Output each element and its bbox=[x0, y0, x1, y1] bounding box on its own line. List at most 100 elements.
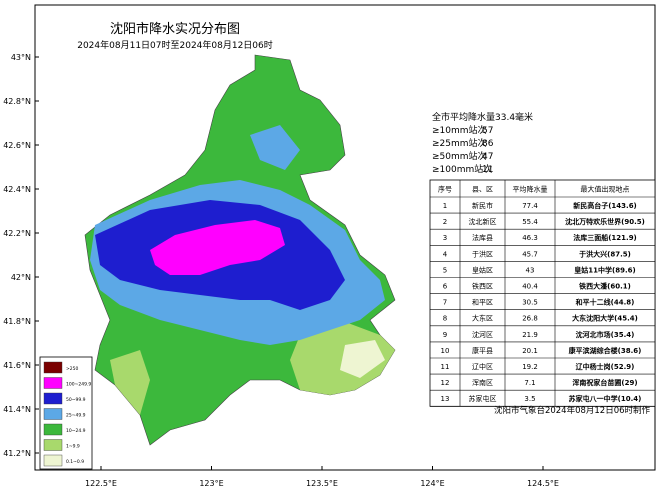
table-header: 序号 bbox=[438, 185, 452, 194]
table-cell: 30.5 bbox=[522, 299, 538, 307]
lat-label: 41.4°N bbox=[3, 405, 31, 414]
table-cell: 法库三面船(121.9) bbox=[573, 233, 637, 242]
title: 沈阳市降水实况分布图 bbox=[110, 21, 240, 37]
legend-swatch bbox=[43, 423, 63, 436]
table-cell: 3.5 bbox=[524, 395, 535, 403]
lat-label: 43°N bbox=[11, 53, 31, 62]
stats-value: 57 bbox=[482, 126, 493, 136]
table-cell: 皇姑11中学(89.6) bbox=[574, 265, 635, 274]
table-cell: 43 bbox=[526, 266, 535, 274]
table-cell: 40.4 bbox=[522, 283, 538, 291]
table-cell: 55.4 bbox=[522, 218, 538, 226]
lat-label: 42.8°N bbox=[3, 97, 31, 106]
legend-swatch bbox=[43, 454, 63, 467]
legend-label: 0.1~0.9 bbox=[66, 459, 84, 465]
table-cell: 19.2 bbox=[522, 363, 538, 371]
lat-label: 42.6°N bbox=[3, 141, 31, 150]
table-cell: 8 bbox=[443, 315, 447, 323]
stats-value: 47 bbox=[482, 152, 493, 162]
lat-label: 41.8°N bbox=[3, 317, 31, 326]
table-cell: 大东区 bbox=[472, 314, 493, 323]
table-cell: 4 bbox=[443, 250, 448, 258]
table-cell: 7 bbox=[443, 299, 447, 307]
table-cell: 45.7 bbox=[522, 250, 538, 258]
lon-label: 122.5°E bbox=[85, 479, 117, 488]
table-cell: 大东沈阳大学(45.4) bbox=[572, 314, 638, 323]
table-cell: 26.8 bbox=[522, 315, 538, 323]
stats-label: ≥100mm站次 bbox=[432, 163, 492, 175]
table-cell: 浑南祝家台苗圃(29) bbox=[572, 378, 637, 387]
table-cell: 5 bbox=[443, 266, 447, 274]
legend-label: 25~49.9 bbox=[66, 413, 86, 419]
legend-swatch bbox=[43, 361, 63, 374]
table-cell: 7.1 bbox=[524, 379, 535, 387]
legend-swatch bbox=[43, 439, 63, 451]
footer: 沈阳市气象台2024年08月12日06时制作 bbox=[494, 405, 651, 416]
table-cell: 11 bbox=[441, 363, 450, 371]
table-header: 平均降水量 bbox=[513, 185, 548, 194]
table-cell: 沈河北市场(35.4) bbox=[576, 330, 635, 339]
legend-swatch bbox=[43, 377, 63, 389]
table-cell: 13 bbox=[441, 395, 450, 403]
table-cell: 苏家屯八一中学(10.4) bbox=[569, 394, 642, 403]
table-cell: 皇姑区 bbox=[472, 265, 493, 274]
legend-swatch bbox=[43, 408, 63, 420]
table-cell: 21.9 bbox=[522, 331, 538, 339]
table-cell: 铁西区 bbox=[472, 282, 493, 291]
table-cell: 沈河区 bbox=[472, 330, 493, 339]
stats-label: ≥10mm站次 bbox=[432, 124, 487, 136]
table-cell: 新民市 bbox=[472, 201, 493, 210]
table-cell: 46.3 bbox=[522, 234, 538, 242]
table-header: 县、区 bbox=[472, 186, 493, 194]
lat-label: 42°N bbox=[11, 273, 31, 282]
rain-areas bbox=[84, 54, 396, 446]
stats-value: 11 bbox=[482, 165, 493, 175]
legend-swatch bbox=[43, 392, 63, 405]
table-cell: 2 bbox=[443, 218, 447, 226]
table-cell: 6 bbox=[443, 283, 448, 291]
table-cell: 9 bbox=[443, 331, 447, 339]
table-cell: 1 bbox=[443, 202, 447, 210]
table-cell: 和平区 bbox=[472, 298, 493, 307]
stats-value: 86 bbox=[482, 139, 494, 149]
legend-label: 10~24.9 bbox=[66, 428, 86, 434]
stats-label: ≥50mm站次 bbox=[432, 150, 487, 162]
table-cell: 于洪区 bbox=[472, 249, 493, 258]
subtitle: 2024年08月11日07时至2024年08月12日06时 bbox=[77, 39, 273, 51]
table-cell: 12 bbox=[441, 379, 450, 387]
table-cell: 铁西大潘(60.1) bbox=[579, 282, 631, 291]
table-cell: 康平滨湖综合楼(38.6) bbox=[569, 346, 642, 355]
table-cell: 苏家屯区 bbox=[469, 394, 497, 403]
lon-label: 123°E bbox=[199, 479, 223, 488]
lon-label: 124.5°E bbox=[527, 479, 559, 488]
table-cell: 20.1 bbox=[522, 347, 538, 355]
lat-label: 42.2°N bbox=[3, 229, 31, 238]
table-cell: 浑南区 bbox=[472, 378, 493, 387]
table-cell: 77.4 bbox=[522, 202, 538, 210]
legend-label: 50~99.9 bbox=[66, 397, 86, 403]
table-header: 最大值出现地点 bbox=[581, 185, 630, 194]
table-cell: 3 bbox=[443, 234, 447, 242]
table-cell: 于洪大兴(87.5) bbox=[579, 249, 631, 258]
stats-average: 全市平均降水量33.4毫米 bbox=[432, 111, 533, 123]
table-cell: 辽中杨士岗(52.9) bbox=[576, 362, 635, 371]
legend-label: 1~9.9 bbox=[66, 444, 80, 450]
legend-label: >250 bbox=[66, 366, 78, 372]
table-cell: 10 bbox=[441, 347, 450, 355]
table-cell: 法库县 bbox=[472, 233, 493, 242]
legend-label: 100~249.9 bbox=[66, 382, 91, 388]
table-frame bbox=[429, 179, 656, 407]
table-cell: 新民高台子(143.6) bbox=[573, 201, 637, 210]
stats-label: ≥25mm站次 bbox=[432, 137, 487, 149]
lat-label: 42.4°N bbox=[3, 185, 31, 194]
table-cell: 沈北新区 bbox=[469, 217, 497, 226]
lon-label: 124°E bbox=[420, 479, 444, 488]
lat-label: 41.2°N bbox=[3, 449, 31, 458]
lon-label: 123.5°E bbox=[306, 479, 338, 488]
table-cell: 康平县 bbox=[472, 346, 493, 355]
lat-label: 41.6°N bbox=[3, 361, 31, 370]
table-cell: 辽中区 bbox=[472, 362, 493, 371]
table-cell: 沈北万特欢乐世界(90.5) bbox=[565, 217, 645, 226]
